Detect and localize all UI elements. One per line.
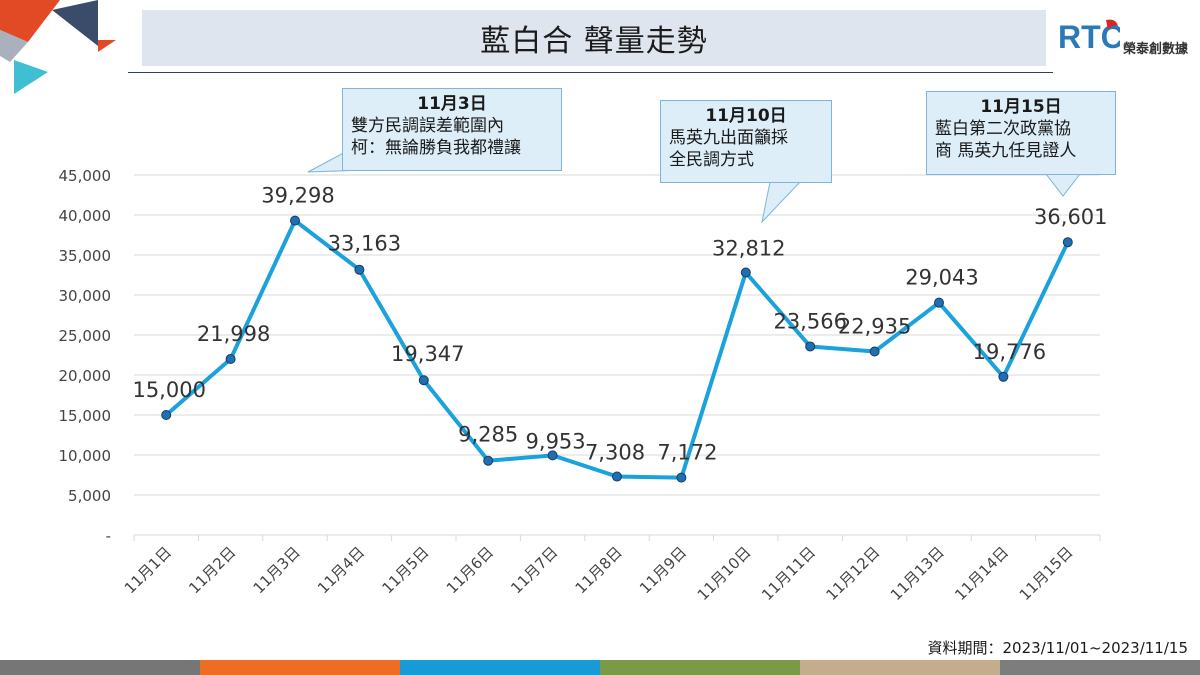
y-tick-label: 20,000	[59, 367, 112, 385]
data-label: 19,776	[973, 340, 1046, 364]
x-tick-label: 11月1日	[121, 543, 175, 597]
brand-name: 榮泰創數據	[1123, 42, 1189, 57]
y-tick-label: 15,000	[59, 407, 112, 425]
data-label: 33,163	[328, 232, 401, 256]
data-point	[290, 215, 300, 226]
data-point	[676, 472, 687, 483]
bottom-bar-segment	[600, 660, 800, 675]
bottom-color-bar	[0, 660, 1200, 675]
data-point	[998, 371, 1009, 382]
data-label: 22,935	[838, 315, 911, 339]
x-tick-label: 11月15日	[1016, 543, 1077, 604]
x-tick-label: 11月5日	[378, 543, 432, 597]
x-tick-label: 11月11日	[758, 543, 819, 604]
y-tick-label: 30,000	[59, 287, 112, 305]
y-tick-label: -	[106, 527, 111, 545]
x-tick-label: 11月7日	[507, 543, 561, 597]
data-point	[612, 471, 622, 482]
callout-line: 藍白第二次政黨協	[935, 119, 1071, 139]
y-tick-label: 45,000	[59, 167, 112, 185]
y-tick-label: 10,000	[59, 447, 112, 465]
data-point	[934, 297, 944, 308]
callout-title: 11月10日	[705, 106, 787, 126]
series-line-group	[161, 215, 1073, 483]
callout-line: 商 馬英九任見證人	[935, 141, 1077, 161]
data-label: 19,347	[391, 342, 464, 366]
rtc-logo-icon: RTC	[1058, 19, 1120, 55]
x-tick-label: 11月2日	[185, 543, 239, 597]
data-label: 7,172	[657, 441, 717, 465]
bottom-bar-segment	[1000, 660, 1200, 675]
x-tick-label: 11月13日	[887, 543, 948, 604]
bottom-bar-segment	[800, 660, 1000, 675]
data-point	[1062, 237, 1073, 248]
data-label: 39,298	[261, 184, 334, 208]
data-label: 21,998	[197, 322, 270, 346]
data-point	[869, 346, 880, 357]
data-label: 9,285	[458, 423, 518, 447]
title-divider	[128, 72, 1053, 73]
data-labels: 15,000 21,998 39,298 33,163 19,347 9,285 9,953…	[132, 184, 1107, 465]
data-label: 29,043	[905, 266, 978, 290]
y-tick-label: 40,000	[59, 207, 112, 225]
y-axis: - 5,000 10,000 15,000 20,000 25,000 30,000 35,0…	[59, 167, 112, 545]
callout-line: 柯：無論勝負我都禮讓	[351, 138, 521, 158]
callout-title: 11月15日	[980, 97, 1062, 117]
data-label: 23,566	[773, 309, 846, 333]
y-tick-label: 35,000	[59, 247, 112, 265]
callout-line: 雙方民調誤差範圍內	[351, 116, 504, 136]
callout-nov10: 11月10日 馬英九出面籲採 全民調方式	[660, 100, 832, 183]
x-tick-label: 11月9日	[636, 543, 690, 597]
y-tick-label: 25,000	[59, 327, 112, 345]
corner-logo	[0, 0, 116, 94]
x-tick-label: 11月12日	[822, 543, 883, 604]
page-title: 藍白合 聲量走勢	[142, 10, 1046, 66]
callout-nov15: 11月15日 藍白第二次政黨協 商 馬英九任見證人	[926, 91, 1116, 175]
data-point	[483, 455, 494, 466]
data-label: 32,812	[712, 237, 785, 261]
x-tick-label: 11月6日	[443, 543, 497, 597]
x-tick-label: 11月4日	[314, 543, 368, 597]
callout-tail	[1044, 173, 1082, 197]
data-point	[225, 354, 236, 365]
data-label: 9,953	[526, 429, 586, 453]
bottom-bar-segment	[0, 660, 200, 675]
data-label: 36,601	[1034, 205, 1107, 229]
x-tick-label: 11月3日	[250, 543, 304, 597]
data-point	[547, 450, 558, 461]
x-tick-label: 11月14日	[951, 543, 1012, 604]
data-label: 7,308	[585, 441, 645, 465]
data-point	[161, 410, 172, 420]
data-label: 15,000	[132, 378, 205, 402]
data-point	[418, 375, 429, 386]
data-point	[805, 341, 816, 352]
callout-line: 全民調方式	[669, 150, 754, 170]
callout-nov3: 11月3日 雙方民調誤差範圍內 柯：無論勝負我都禮讓	[342, 88, 562, 171]
brand-logo: RTC 榮泰創數據	[1058, 16, 1198, 66]
series-line	[164, 218, 1070, 480]
callout-title: 11月3日	[417, 94, 487, 114]
bottom-bar-segment	[200, 660, 400, 675]
data-point	[354, 264, 365, 275]
callout-tail	[761, 181, 802, 224]
data-period-note: 資料期間：2023/11/01~2023/11/15	[927, 639, 1188, 657]
x-tick-label: 11月8日	[572, 543, 626, 597]
data-point	[740, 267, 751, 278]
x-tick-label: 11月10日	[694, 543, 755, 604]
callout-line: 馬英九出面籲採	[669, 128, 788, 148]
chart-grid	[134, 174, 1100, 536]
x-axis: 11月1日 11月2日 11月3日 11月4日 11月5日 11月6日 11月7日 11月8日…	[121, 535, 1101, 604]
page-title-text: 藍白合 聲量走勢	[480, 24, 708, 59]
y-tick-label: 5,000	[68, 487, 111, 505]
bottom-bar-segment	[400, 660, 600, 675]
